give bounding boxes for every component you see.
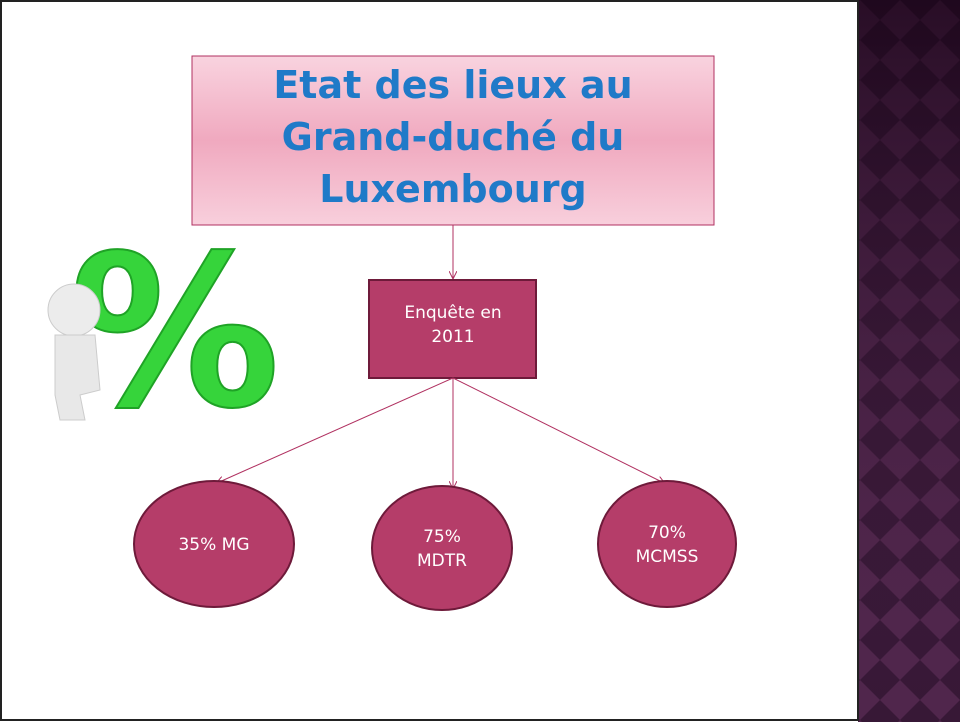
title: Etat des lieux au Grand-duché du Luxembour… — [273, 63, 632, 211]
center-box — [368, 279, 537, 379]
node — [133, 480, 295, 608]
text-line: Grand-duché du — [282, 115, 625, 159]
center-label: Enquête en 2011 — [404, 303, 501, 347]
text-line: 75% — [423, 527, 461, 547]
side-shade — [858, 0, 960, 722]
text-line: 70% — [648, 523, 686, 543]
node — [371, 485, 513, 611]
text-line: MDTR — [417, 551, 467, 571]
title-box — [191, 55, 715, 226]
connector — [217, 377, 454, 483]
text-line: Etat des lieux au — [273, 63, 632, 107]
text-line: Enquête en — [404, 303, 501, 323]
node-label: 35% MG — [178, 535, 249, 555]
connector — [452, 377, 664, 483]
text-line: 2011 — [431, 327, 474, 347]
text-line: Luxembourg — [319, 167, 586, 211]
node-label: 75% MDTR — [417, 527, 467, 571]
text-line: MCMSS — [636, 547, 699, 567]
node — [597, 480, 737, 608]
svg-text:%: % — [70, 210, 280, 455]
node-label: 70% MCMSS — [636, 523, 699, 567]
percent-icon: % — [47, 209, 281, 456]
